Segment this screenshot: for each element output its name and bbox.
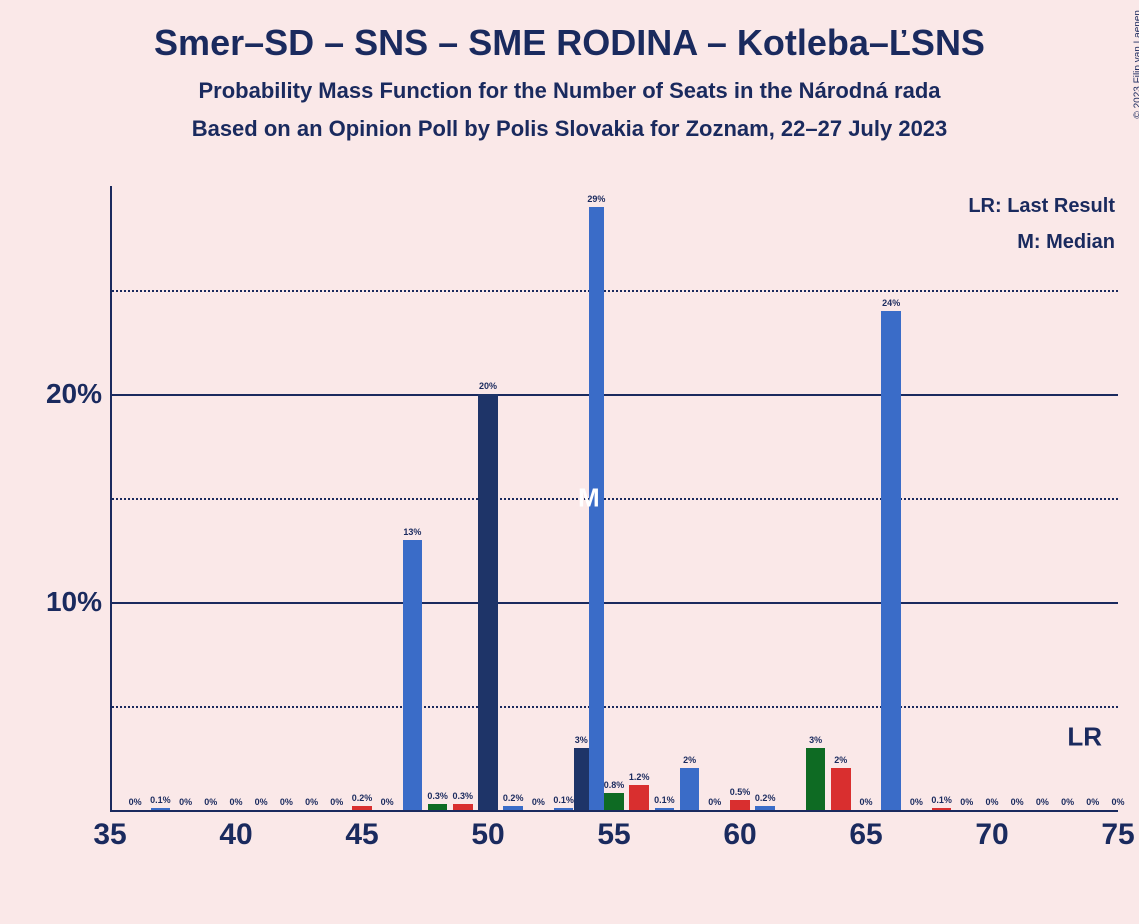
bar (831, 768, 851, 810)
bar-value-label: 0% (305, 797, 318, 807)
x-tick-label: 35 (93, 818, 126, 852)
y-tick-label: 10% (40, 586, 102, 618)
bar-value-label: 0.1% (931, 795, 952, 805)
bar (680, 768, 700, 810)
bar (151, 808, 171, 810)
bar (403, 540, 423, 810)
bar (730, 800, 750, 810)
bar-value-label: 0% (381, 797, 394, 807)
x-tick-label: 40 (219, 818, 252, 852)
x-tick-label: 70 (975, 818, 1008, 852)
bar (478, 394, 498, 810)
bar (428, 804, 448, 810)
bar (604, 793, 624, 810)
bar-value-label: 0% (708, 797, 721, 807)
bar (574, 748, 589, 810)
chart-subtitle-1: Probability Mass Function for the Number… (0, 78, 1139, 104)
bar-value-label: 0% (1086, 797, 1099, 807)
bar-value-label: 0% (129, 797, 142, 807)
x-tick-label: 50 (471, 818, 504, 852)
bar-value-label: 0% (960, 797, 973, 807)
bar-value-label: 29% (587, 194, 605, 204)
bar-value-label: 0% (330, 797, 343, 807)
bar-value-label: 0% (985, 797, 998, 807)
x-tick-label: 45 (345, 818, 378, 852)
bar-value-label: 2% (683, 755, 696, 765)
bar-value-label: 1.2% (629, 772, 650, 782)
bar-value-label: 0.3% (453, 791, 474, 801)
bar-value-label: 20% (479, 381, 497, 391)
x-tick-label: 60 (723, 818, 756, 852)
bar (932, 808, 952, 810)
bar-value-label: 0.1% (654, 795, 675, 805)
bar-value-label: 3% (575, 735, 588, 745)
bar-value-label: 2% (834, 755, 847, 765)
x-tick-label: 55 (597, 818, 630, 852)
bar (655, 808, 675, 810)
bar (806, 748, 826, 810)
bar-value-label: 0.2% (503, 793, 524, 803)
bar-value-label: 3% (809, 735, 822, 745)
bar-value-label: 0.1% (150, 795, 171, 805)
bar (629, 785, 649, 810)
bar-value-label: 0.8% (604, 780, 625, 790)
bar-value-label: 0% (910, 797, 923, 807)
bar (503, 806, 523, 810)
x-tick-label: 75 (1101, 818, 1134, 852)
bar (453, 804, 473, 810)
y-tick-label: 20% (40, 378, 102, 410)
x-tick-label: 65 (849, 818, 882, 852)
chart-area: 10%20%LR 354045505560657075 0%0.1%0%0%0%… (38, 186, 1118, 846)
bar-value-label: 0% (179, 797, 192, 807)
bar-value-label: 0% (1011, 797, 1024, 807)
bar-value-label: 0.1% (553, 795, 574, 805)
chart-subtitle-2: Based on an Opinion Poll by Polis Slovak… (0, 116, 1139, 142)
bar (881, 311, 901, 810)
bar (352, 806, 372, 810)
bar-value-label: 24% (882, 298, 900, 308)
bar-value-label: 0% (532, 797, 545, 807)
bar-value-label: 0% (1111, 797, 1124, 807)
chart-title: Smer–SD – SNS – SME RODINA – Kotleba–ĽSN… (0, 0, 1139, 64)
bar-value-label: 13% (403, 527, 421, 537)
bar-value-label: 0% (204, 797, 217, 807)
bar-value-label: 0% (255, 797, 268, 807)
bars-layer: 0% 0.1% 0% 0% 0% 0% 0% 0% 0% 0.2% 0% 13% 0.3% 0.3% 20%… (110, 186, 1118, 810)
copyright-text: © 2023 Filip van Laenen (1133, 10, 1139, 119)
bar-value-label: 0% (229, 797, 242, 807)
median-marker: M (578, 483, 600, 514)
bar-value-label: 0% (859, 797, 872, 807)
bar (755, 806, 775, 810)
bar (554, 808, 574, 810)
bar-value-label: 0% (280, 797, 293, 807)
bar-value-label: 0% (1036, 797, 1049, 807)
bar-value-label: 0.5% (730, 787, 751, 797)
bar-value-label: 0.2% (755, 793, 776, 803)
bar-value-label: 0.2% (352, 793, 373, 803)
bar-value-label: 0.3% (427, 791, 448, 801)
x-axis-labels: 354045505560657075 (110, 818, 1118, 858)
bar-value-label: 0% (1061, 797, 1074, 807)
